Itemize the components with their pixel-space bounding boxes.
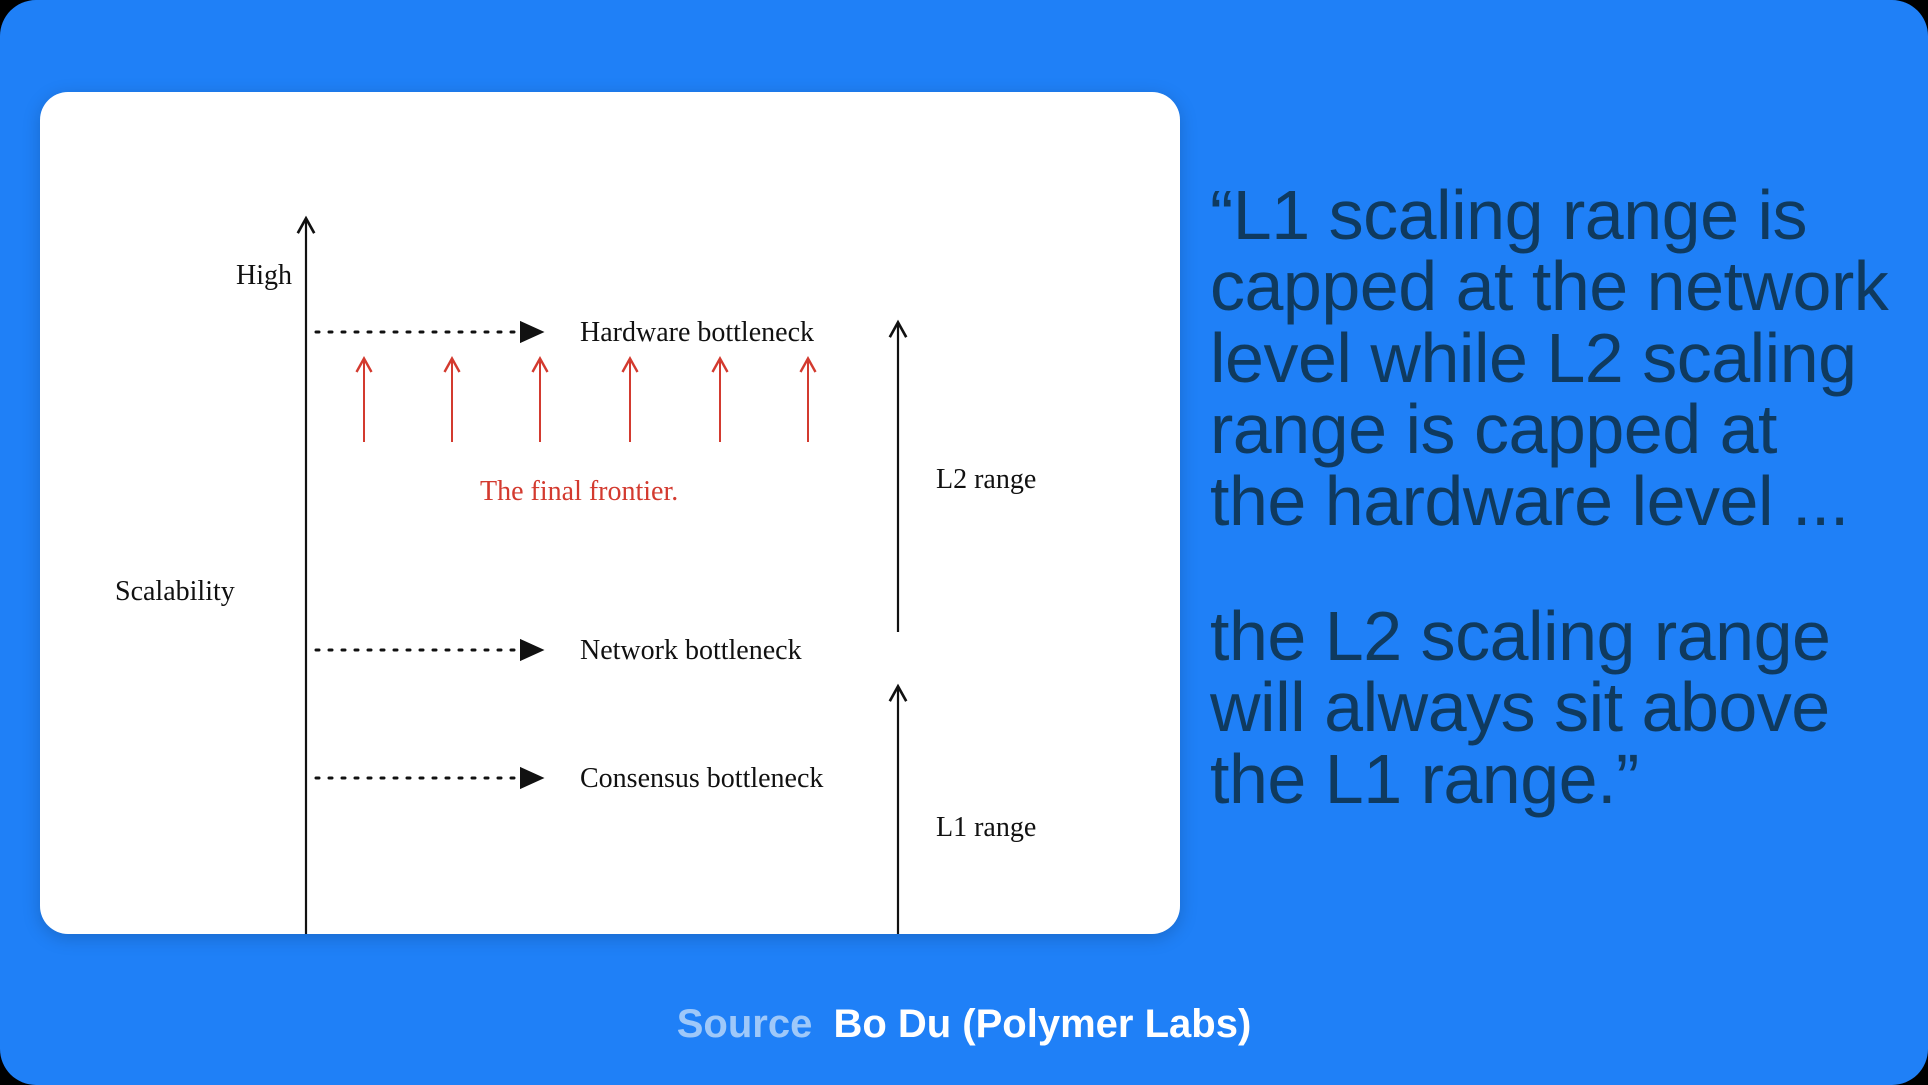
slide-background: HighLowScalabilityHardware bottleneckNet… (0, 0, 1928, 1085)
svg-text:The final frontier.: The final frontier. (480, 476, 678, 507)
svg-text:Consensus bottleneck: Consensus bottleneck (580, 763, 823, 794)
svg-text:Scalability: Scalability (115, 576, 235, 607)
scalability-diagram: HighLowScalabilityHardware bottleneckNet… (40, 92, 1180, 934)
quote-para-2: the L2 scaling range will always sit abo… (1210, 601, 1890, 815)
source-label: Source (677, 1002, 813, 1046)
quote-para-1: “L1 scaling range is capped at the netwo… (1210, 180, 1890, 537)
svg-text:Network bottleneck: Network bottleneck (580, 635, 802, 666)
diagram-card: HighLowScalabilityHardware bottleneckNet… (40, 92, 1180, 934)
source-text: Bo Du (Polymer Labs) (833, 1002, 1251, 1046)
svg-text:Hardware bottleneck: Hardware bottleneck (580, 317, 814, 348)
svg-text:High: High (236, 260, 292, 291)
quote-block: “L1 scaling range is capped at the netwo… (1210, 180, 1890, 815)
source-line: Source Bo Du (Polymer Labs) (0, 1002, 1928, 1047)
svg-text:L1 range: L1 range (936, 812, 1036, 843)
svg-text:L2 range: L2 range (936, 464, 1036, 495)
